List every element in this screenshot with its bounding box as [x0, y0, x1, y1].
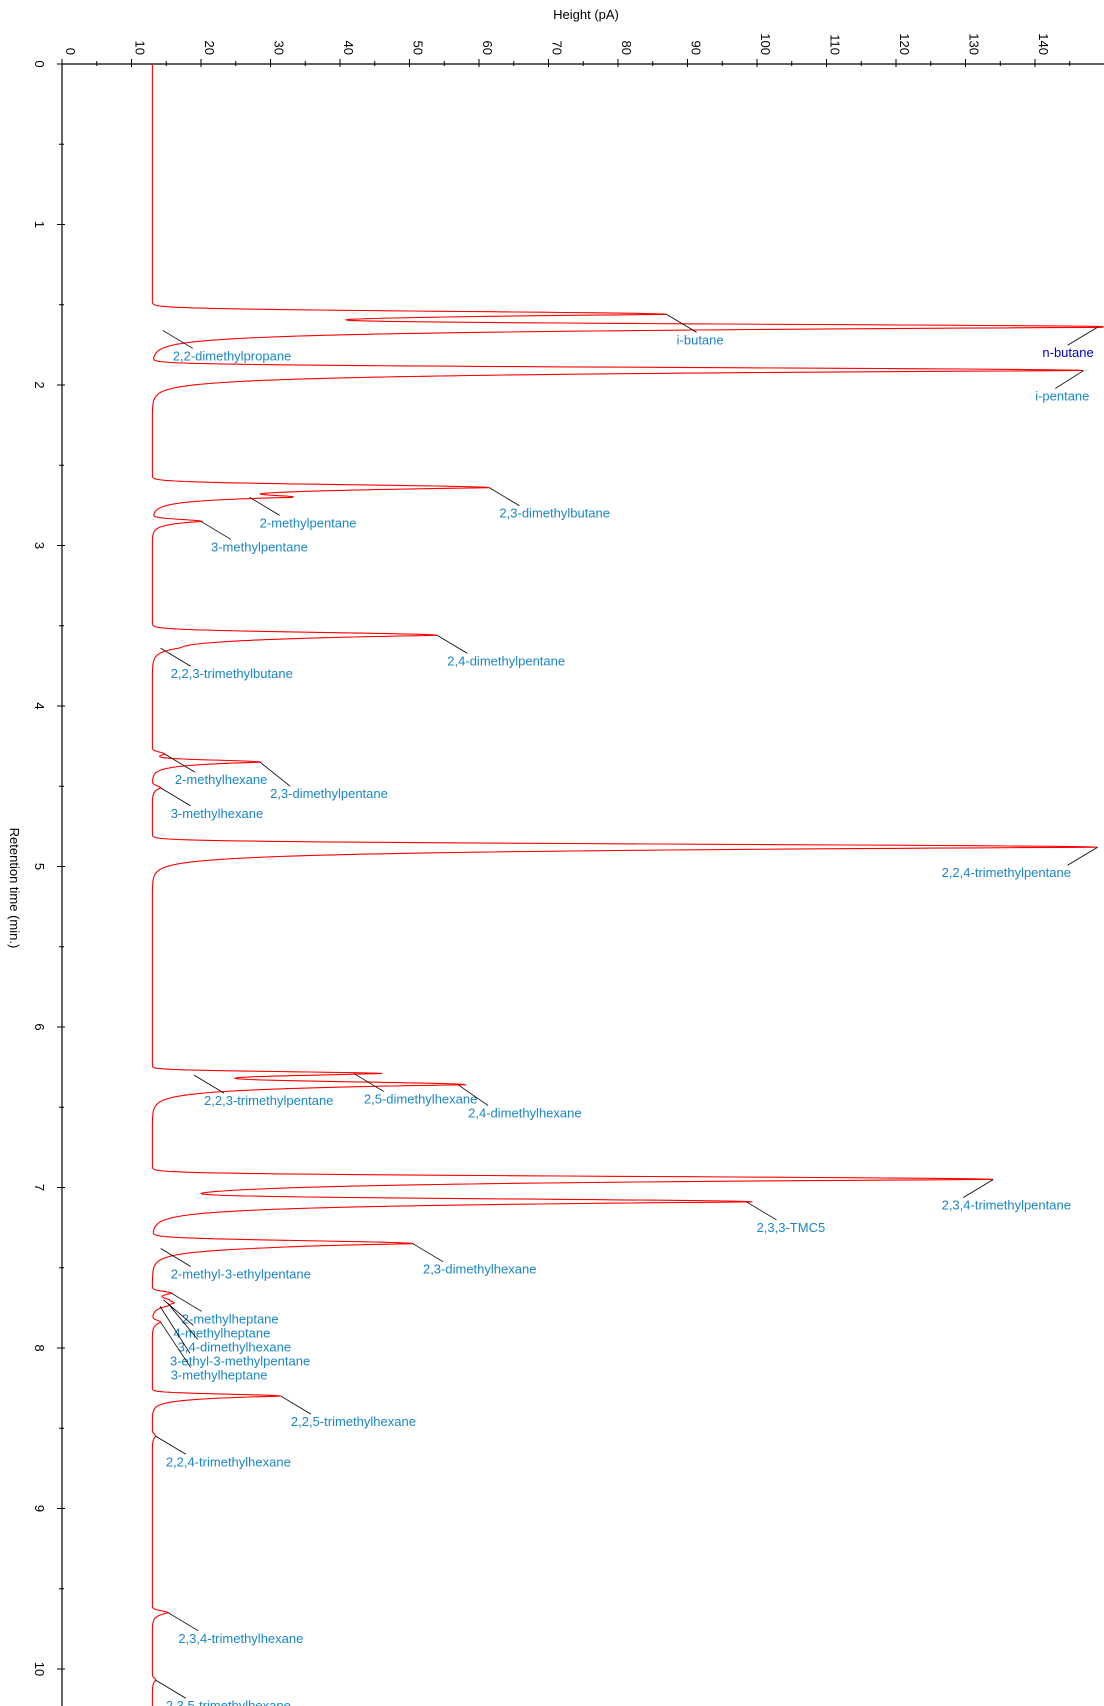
peak-label: 3,4-dimethylhexane: [178, 1339, 291, 1354]
peak-leader-line: [1054, 370, 1084, 389]
time-tick-label: 10: [32, 1662, 47, 1676]
height-tick-label: 140: [1036, 33, 1051, 55]
peak-leader-line: [1067, 326, 1098, 346]
time-tick-label: 7: [32, 1184, 47, 1191]
peak-leader-line: [963, 1179, 994, 1198]
peak-leader-line: [160, 1322, 192, 1368]
peak-leader-line: [437, 635, 468, 654]
peak-label: i-pentane: [1035, 389, 1089, 404]
peak-label: 2,2,3-trimethylbutane: [171, 666, 293, 681]
peak-leader-line: [259, 761, 291, 787]
height-tick-label: 20: [202, 41, 217, 55]
peak-label: 3-methylheptane: [171, 1367, 268, 1382]
peak-leader-line: [171, 1293, 203, 1312]
axis-ticks: 0 10 20 30 40 50 60 70 80 90 100 110 120 130 140 0 1 2 3 4 5…: [32, 33, 1071, 1676]
time-tick-label: 0: [32, 60, 47, 67]
peak-leader-line: [155, 1435, 187, 1455]
peak-leader-line: [200, 521, 232, 540]
peak-leader-line: [249, 497, 280, 516]
peak-leader-line: [353, 1073, 385, 1092]
peak-leader-line: [412, 1243, 444, 1263]
peak-leader-line: [160, 1248, 191, 1267]
height-tick-label: 60: [480, 41, 495, 55]
peak-leader-line: [160, 787, 191, 807]
peak-leader-line: [162, 330, 193, 349]
peak-label: 2-methylheptane: [182, 1311, 279, 1326]
peak-label: 3-methylhexane: [171, 806, 264, 821]
peak-leader-line: [280, 1395, 312, 1415]
peak-leader-line: [167, 1302, 198, 1340]
peak-leader-line: [164, 753, 196, 773]
peak-leader-line: [666, 314, 697, 333]
peak-label: 2,2,5-trimethylhexane: [291, 1414, 416, 1429]
height-tick-label: 90: [689, 41, 704, 55]
peak-label: 2,3,3-TMC5: [757, 1220, 826, 1235]
peak-leader-line: [168, 1612, 199, 1632]
peak-label: 2-methylhexane: [175, 772, 267, 787]
height-tick-label: 100: [758, 33, 773, 55]
peak-leader-line: [457, 1084, 489, 1106]
peak-label: 2,3-dimethylhexane: [423, 1262, 536, 1277]
peak-label: 3-ethyl-3-methylpentane: [170, 1353, 310, 1368]
chromatogram-trace: [151, 64, 1104, 1706]
peak-leader-line: [746, 1201, 777, 1221]
peak-label: 2,2,3-trimethylpentane: [204, 1093, 333, 1108]
peak-label: 2-methyl-3-ethylpentane: [171, 1266, 311, 1281]
time-tick-label: 9: [32, 1505, 47, 1512]
time-tick-label: 5: [32, 863, 47, 870]
peak-label: 4-methylheptane: [173, 1325, 270, 1340]
peak-leader-line: [193, 1074, 225, 1094]
peak-label: 2,2-dimethylpropane: [173, 348, 292, 363]
peak-label: 2,5-dimethylhexane: [364, 1092, 477, 1107]
height-tick-label: 120: [897, 33, 912, 55]
height-tick-label: 70: [550, 41, 565, 55]
peak-leader-line: [489, 487, 520, 507]
height-tick-label: 10: [133, 41, 148, 55]
peak-labels: i-butane n-butane 2,2-dimethylpropane i-pen…: [155, 314, 1098, 1706]
peak-label: 2,3,5-trimethylhexane: [166, 1698, 291, 1706]
peak-label: n-butane: [1042, 345, 1093, 360]
y-axis-title: Height (pA): [553, 7, 619, 22]
peak-label: 2,4-dimethylpentane: [447, 653, 565, 668]
height-tick-label: 130: [967, 33, 982, 55]
height-tick-label: 40: [341, 41, 356, 55]
height-tick-label: 80: [619, 41, 634, 55]
peak-leader-line: [155, 1679, 187, 1699]
height-tick-label: 50: [411, 41, 426, 55]
peak-label: 2,3,4-trimethylhexane: [178, 1631, 303, 1646]
peak-label: 2,3-dimethylpentane: [270, 786, 388, 801]
peak-label: 2,2,4-trimethylpentane: [942, 865, 1071, 880]
peak-label: 2,3,4-trimethylpentane: [942, 1197, 1071, 1212]
time-tick-label: 4: [32, 702, 47, 709]
peak-leader-line: [1067, 846, 1098, 866]
peak-label: 2-methylpentane: [260, 515, 357, 530]
peak-label: 2,3-dimethylbutane: [499, 506, 610, 521]
time-tick-label: 3: [32, 542, 47, 549]
peak-leader-line: [159, 1306, 191, 1354]
peak-leader-line: [160, 647, 191, 667]
time-tick-label: 8: [32, 1344, 47, 1351]
peak-label: i-butane: [677, 332, 724, 347]
peak-label: 2,4-dimethylhexane: [468, 1106, 581, 1121]
x-axis-title: Retention time (min.): [7, 828, 22, 949]
time-tick-label: 1: [32, 221, 47, 228]
height-tick-label: 30: [272, 41, 287, 55]
height-tick-label: 0: [63, 48, 78, 55]
peak-label: 2,2,4-trimethylhexane: [166, 1454, 291, 1469]
time-tick-label: 2: [32, 381, 47, 388]
height-tick-label: 110: [828, 34, 843, 55]
time-tick-label: 6: [32, 1023, 47, 1030]
peak-label: 3-methylpentane: [211, 539, 308, 554]
